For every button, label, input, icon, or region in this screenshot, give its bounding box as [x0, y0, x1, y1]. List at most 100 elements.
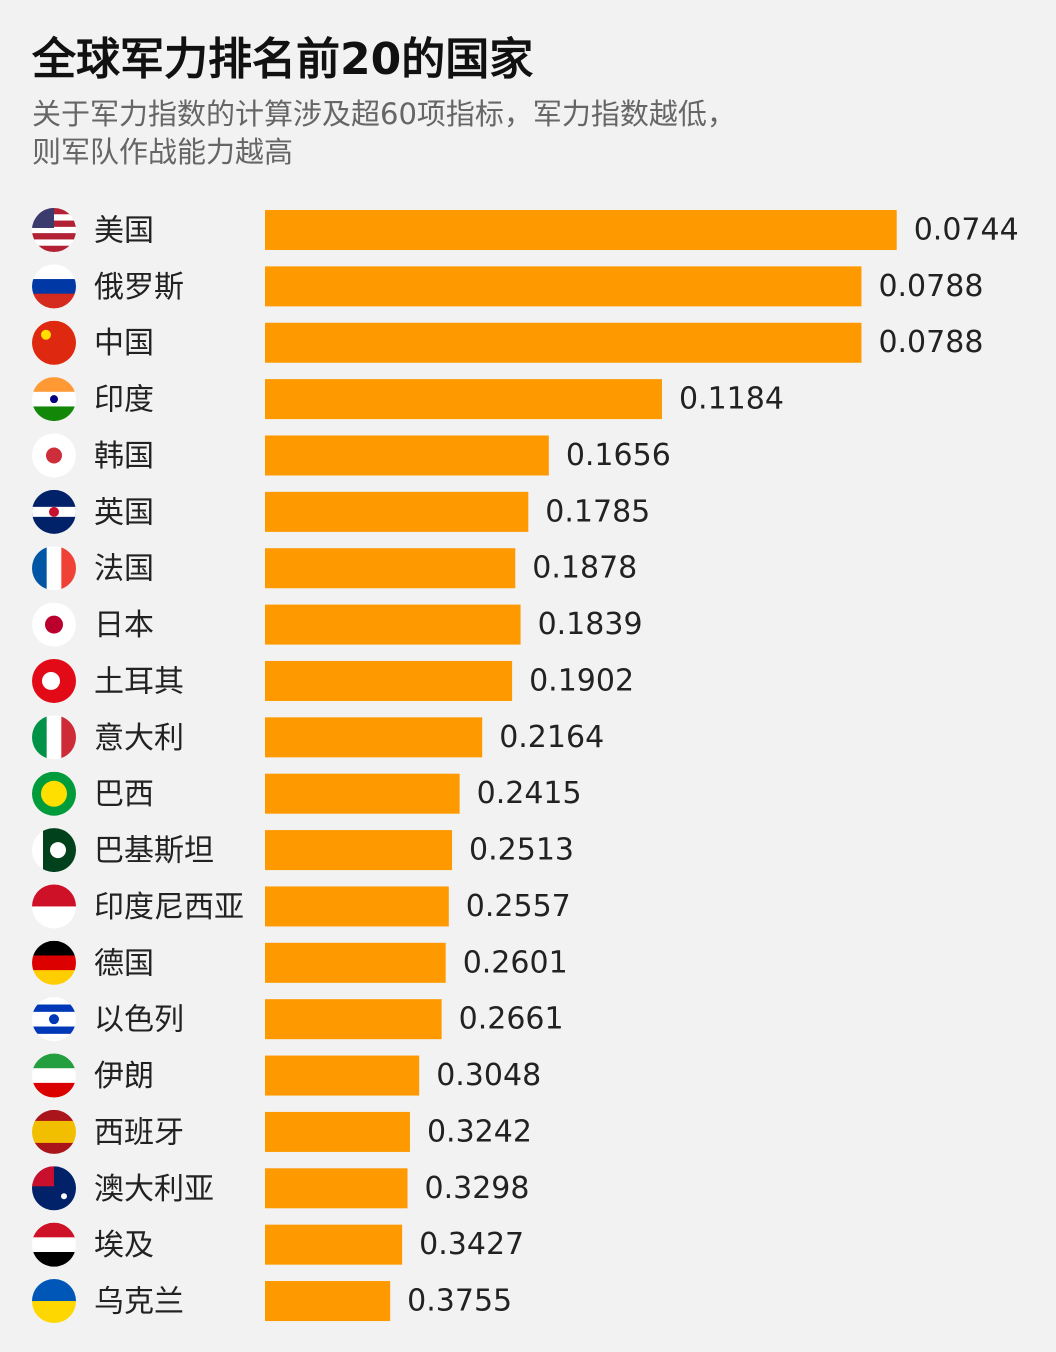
value-label: 0.0788: [878, 269, 983, 304]
category-label: 澳大利亚: [94, 1172, 214, 1207]
flag: [32, 658, 76, 703]
flag: [32, 1222, 76, 1267]
value-label: 0.1656: [566, 438, 671, 473]
bar: [265, 491, 529, 532]
flag-stripe: [43, 828, 55, 873]
flag-stripe: [32, 377, 76, 393]
bar: [265, 886, 449, 927]
flag-stripe: [32, 1082, 76, 1098]
flag: [32, 602, 76, 647]
flag-stripe: [32, 245, 76, 252]
category-label: 德国: [94, 946, 154, 981]
value-label: 0.0788: [878, 325, 983, 360]
bar: [265, 1168, 408, 1209]
flag: [32, 546, 76, 591]
flag-emblem: [61, 1193, 67, 1200]
flag-stripe: [61, 715, 76, 760]
flag-stripe: [32, 970, 76, 985]
flag-emblem: [49, 506, 59, 517]
flag: [32, 377, 76, 422]
bar: [265, 435, 549, 476]
value-label: 0.2557: [466, 889, 571, 924]
value-label: 0.2513: [469, 833, 574, 868]
category-label: 西班牙: [94, 1115, 184, 1150]
flag-stripe: [32, 715, 48, 760]
flag: [32, 771, 76, 816]
bar: [265, 1055, 420, 1096]
flag: [32, 1279, 76, 1324]
flag-emblem: [46, 447, 62, 464]
category-label: 巴西: [94, 777, 154, 812]
category-label: 土耳其: [94, 664, 184, 699]
category-label: 意大利: [94, 721, 184, 756]
flag-stripe: [32, 1251, 76, 1267]
bar: [265, 1224, 403, 1265]
category-label: 巴基斯坦: [94, 834, 214, 869]
flag-stripe: [32, 906, 76, 929]
bar: [265, 1281, 391, 1322]
value-label: 0.3298: [425, 1171, 530, 1206]
flag: [32, 997, 76, 1042]
subtitle: 关于军力指数的计算涉及超60项指标，军力指数越低，: [32, 97, 736, 131]
flag: [32, 489, 76, 534]
chart-title: 全球军力排名前20的国家: [31, 34, 533, 85]
flag-stripe: [32, 1279, 76, 1302]
category-label: 印度: [94, 383, 154, 418]
bar: [265, 379, 662, 420]
value-label: 0.2661: [459, 1002, 564, 1037]
subtitle: 则军队作战能力越高: [32, 135, 293, 169]
bar: [265, 266, 862, 307]
bar: [265, 210, 897, 250]
flag-stripe: [46, 715, 62, 760]
flag-stripe: [32, 1222, 76, 1238]
flag-stripe: [32, 279, 76, 295]
flag-stripe: [32, 1142, 76, 1154]
flag: [32, 715, 76, 760]
flag-stripe: [32, 997, 76, 1006]
flag: [32, 828, 76, 873]
flag-stripe: [32, 1026, 76, 1035]
category-label: 法国: [94, 552, 154, 587]
bar: [265, 830, 453, 871]
category-label: 英国: [94, 495, 154, 530]
flag-stripe: [32, 1237, 76, 1253]
bar: [265, 942, 446, 983]
flag-stripe: [32, 233, 76, 240]
flag-stripe: [32, 1120, 76, 1133]
value-label: 0.1839: [538, 607, 643, 642]
flag: [32, 940, 76, 985]
value-label: 0.0744: [914, 213, 1019, 248]
flag-emblem: [50, 395, 58, 404]
value-label: 0.3242: [427, 1114, 532, 1149]
flag-stripe: [32, 828, 44, 873]
flag: [32, 208, 76, 252]
flag-stripe: [32, 406, 76, 422]
flag: [32, 320, 76, 365]
category-label: 韩国: [94, 439, 154, 474]
flag-stripe: [32, 1053, 76, 1069]
flag-stripe: [32, 320, 76, 365]
category-label: 埃及: [94, 1228, 154, 1263]
flag: [32, 1053, 76, 1098]
flag-stripe: [32, 884, 76, 907]
value-label: 0.2415: [477, 776, 582, 811]
flag-stripe: [32, 955, 76, 971]
flag-stripe: [32, 226, 76, 234]
flag: [32, 264, 76, 309]
value-label: 0.1785: [545, 494, 650, 529]
flag-stripe: [65, 828, 76, 873]
flag-stripe: [46, 546, 62, 591]
flag-stripe: [61, 546, 76, 591]
value-label: 0.3755: [407, 1284, 512, 1319]
flag-stripe: [32, 1068, 76, 1084]
bar: [265, 999, 442, 1040]
flag-emblem: [41, 780, 67, 807]
flag: [32, 884, 76, 929]
flag-emblem: [41, 329, 51, 340]
value-label: 0.1878: [532, 551, 637, 586]
flag-stripe: [32, 293, 76, 309]
flag-emblem: [49, 1014, 59, 1025]
value-label: 0.3427: [419, 1227, 524, 1262]
flag-emblem: [45, 615, 63, 634]
